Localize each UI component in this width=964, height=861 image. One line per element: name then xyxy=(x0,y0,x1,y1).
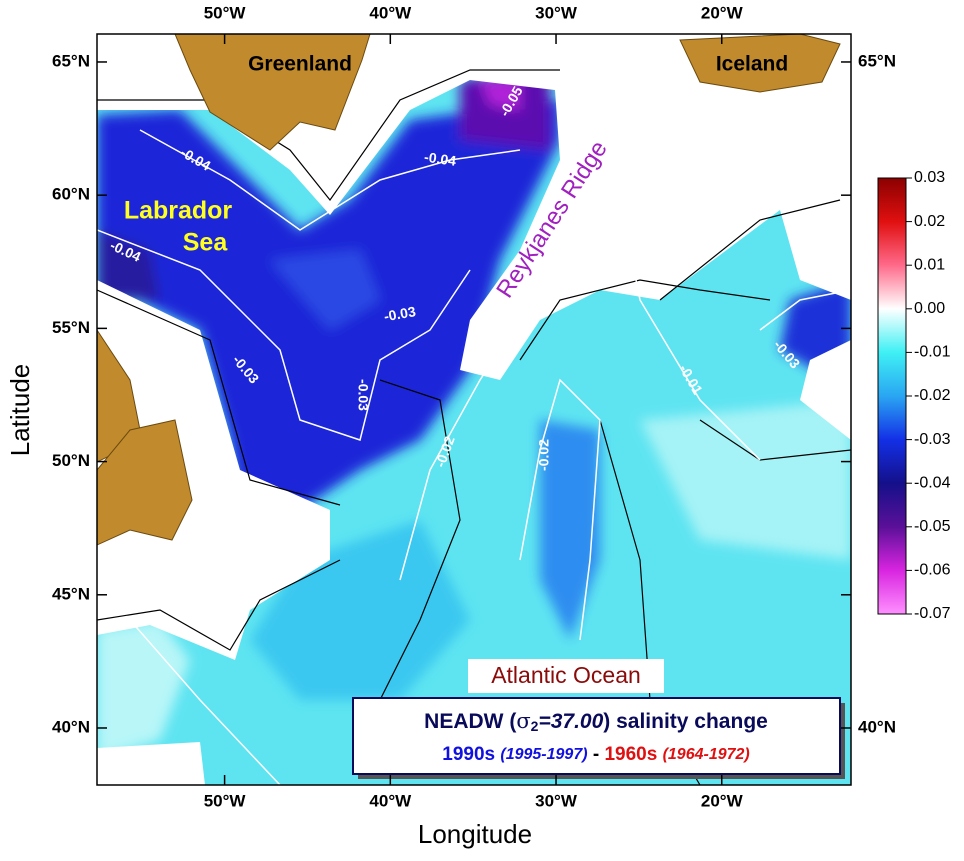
no-data-east xyxy=(800,340,851,440)
colorbar-tick-label: -0.03 xyxy=(914,431,951,448)
title-part: 1960s xyxy=(604,744,657,765)
x-tick-label: 50°W xyxy=(204,791,247,810)
title-part: 2 xyxy=(531,718,539,734)
title-part: NEADW ( xyxy=(424,710,516,733)
x-tick-label: 30°W xyxy=(535,791,578,810)
no-data-south xyxy=(97,742,205,785)
contour-label: -0.04 xyxy=(423,149,457,169)
map-area: -0.04 -0.04-0.05-0.04-0.03-0.03-0.03-0.02… xyxy=(97,34,851,785)
label-box xyxy=(468,659,664,693)
title-part: - xyxy=(593,744,599,765)
x-tick-label: 40°W xyxy=(369,3,412,22)
colorbar xyxy=(877,177,907,615)
land xyxy=(97,34,841,546)
place-label: Sea xyxy=(183,229,229,257)
colorbar-tick-label: 0.00 xyxy=(914,300,945,317)
title-line-1: NEADW (σ2=37.00) salinity change xyxy=(424,709,768,734)
title-part: (1995-1997) xyxy=(500,746,587,763)
salinity-contours xyxy=(97,129,851,785)
x-tick-label: 40°W xyxy=(369,791,412,810)
place-label: Iceland xyxy=(716,53,788,76)
title-part: (1964-1972) xyxy=(663,746,750,763)
colorbar-tick-label: -0.02 xyxy=(914,387,951,404)
contour-label: -0.03 xyxy=(383,303,417,324)
title-line-2: 1990s (1995-1997) - 1960s (1964-1972) xyxy=(442,744,749,765)
colorbar-tick-label: -0.05 xyxy=(914,518,951,535)
y-tick-label: 50°N xyxy=(52,451,90,470)
y-tick-label: 40°N xyxy=(858,717,896,736)
place-label: Greenland xyxy=(248,53,352,76)
title-part: σ xyxy=(516,709,530,733)
map-frame xyxy=(96,33,852,786)
y-tick-label: 65°N xyxy=(52,51,90,70)
x-tick-label: 20°W xyxy=(701,791,744,810)
title-part: ) salinity change xyxy=(603,710,768,733)
title-part: 1990s xyxy=(442,744,495,765)
colorbar-tick-label: 0.02 xyxy=(914,213,945,230)
colorbar-tick-label: -0.01 xyxy=(914,344,951,361)
colorbar-tick-label: 0.01 xyxy=(914,256,945,273)
y-tick-label: 55°N xyxy=(52,318,90,337)
no-data-shelf xyxy=(97,280,330,660)
contour-label: -0.01 xyxy=(623,248,644,282)
y-axis-label: Latitude xyxy=(5,364,35,457)
y-tick-label: 45°N xyxy=(52,584,90,603)
x-tick-label: 30°W xyxy=(535,3,578,22)
colorbar-tick-label: -0.04 xyxy=(914,474,951,491)
x-tick-label: 20°W xyxy=(701,3,744,22)
colorbar-tick-label: 0.03 xyxy=(914,169,945,186)
y-tick-label: 65°N xyxy=(858,51,896,70)
place-label: Atlantic Ocean xyxy=(491,662,641,688)
title-box xyxy=(352,697,841,775)
title-part: =37.00 xyxy=(538,710,603,733)
contour-label: -0.02 xyxy=(536,439,552,471)
colorbar-tick-label: -0.06 xyxy=(914,562,951,579)
x-axis-label: Longitude xyxy=(418,819,532,849)
contour-label: -0.03 xyxy=(700,177,721,211)
y-tick-label: 40°N xyxy=(52,717,90,736)
y-tick-label: 60°N xyxy=(52,185,90,204)
place-label: Labrador xyxy=(124,197,233,225)
contour-label: -0.03 xyxy=(355,379,371,411)
x-tick-label: 50°W xyxy=(204,3,247,22)
colorbar-tick-label: -0.07 xyxy=(914,605,951,622)
